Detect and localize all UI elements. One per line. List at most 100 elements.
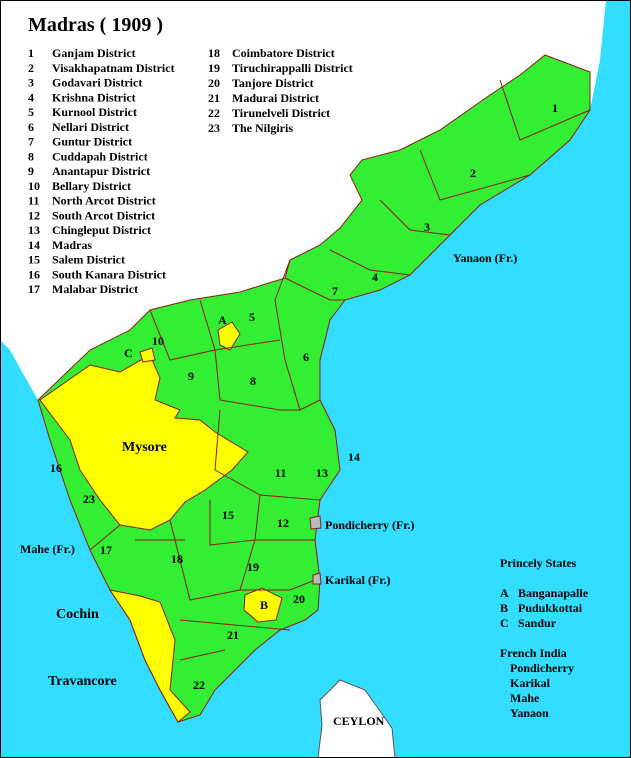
legend-number: 21 — [208, 91, 220, 105]
legend-name: Madurai District — [232, 91, 319, 105]
princely-key: A — [500, 586, 509, 600]
map-label: 8 — [250, 374, 256, 388]
princely-key: B — [500, 601, 508, 615]
map-label: 22 — [193, 678, 205, 692]
legend-number: 16 — [28, 267, 40, 281]
legend-name: The Nilgiris — [232, 121, 293, 135]
legend-name: Ganjam District — [52, 46, 136, 60]
legend-name: Godavari District — [52, 76, 142, 90]
princely-name: Sandur — [518, 616, 557, 630]
place-label: Yanaon (Fr.) — [453, 251, 517, 265]
map-label: 15 — [222, 508, 234, 522]
map-label: 6 — [303, 350, 309, 364]
legend-number: 17 — [28, 282, 40, 296]
legend-name: Coimbatore District — [232, 46, 335, 60]
legend-number: 13 — [28, 223, 40, 237]
legend-number: 22 — [208, 106, 220, 120]
map-label: 10 — [152, 334, 164, 348]
legend-number: 2 — [28, 61, 34, 75]
french-title: French India — [500, 646, 567, 660]
map-label: 12 — [277, 516, 289, 530]
legend-name: Madras — [52, 238, 92, 252]
legend-number: 11 — [28, 194, 39, 208]
princely-key: C — [500, 616, 509, 630]
map-label: 18 — [171, 552, 183, 566]
legend-name: Nellari District — [52, 120, 129, 134]
legend-name: Visakhapatnam District — [52, 61, 175, 75]
legend-number: 7 — [28, 135, 34, 149]
legend-number: 9 — [28, 164, 34, 178]
legend-name: Malabar District — [52, 282, 138, 296]
map-label: B — [260, 598, 268, 612]
mysore-state — [39, 354, 249, 531]
legend-number: 18 — [208, 46, 220, 60]
legend-number: 5 — [28, 105, 34, 119]
french-item: Yanaon — [510, 706, 549, 720]
map-label: C — [124, 346, 133, 360]
french-item: Pondicherry — [510, 661, 574, 675]
map-label: 2 — [470, 166, 476, 180]
map-label: 11 — [275, 466, 286, 480]
banganapalle — [217, 321, 241, 351]
legend-name: Bellary District — [52, 179, 131, 193]
legend-name: Guntur District — [52, 135, 132, 149]
map-label: 9 — [188, 369, 194, 383]
pondicherry — [309, 515, 322, 530]
legend-name: Anantapur District — [52, 164, 150, 178]
sandur — [139, 347, 156, 363]
map-label: 17 — [100, 543, 112, 557]
legend-name: Cuddapah District — [52, 149, 148, 163]
legend-number: 4 — [28, 90, 34, 104]
legend-number: 20 — [208, 76, 220, 90]
place-label: Cochin — [56, 607, 99, 622]
map-label: 20 — [293, 592, 305, 606]
legend-name: Chingleput District — [52, 223, 151, 237]
legend-name: Krishna District — [52, 90, 136, 104]
pudukkottai — [243, 587, 283, 623]
legend-number: 12 — [28, 208, 40, 222]
map-label: 3 — [424, 220, 430, 234]
travancore-cochin — [108, 589, 191, 723]
legend-number: 19 — [208, 61, 220, 75]
place-label: Mysore — [122, 440, 167, 455]
map-label: 1 — [552, 101, 558, 115]
map-label: 14 — [348, 450, 360, 464]
place-label: Mahe (Fr.) — [20, 542, 75, 556]
map-label: 23 — [83, 492, 95, 506]
map-label: 13 — [316, 466, 328, 480]
ceylon — [317, 679, 396, 758]
map-label: 19 — [247, 560, 259, 574]
map-label: 5 — [249, 310, 255, 324]
legend-number: 6 — [28, 120, 34, 134]
legend-number: 15 — [28, 253, 40, 267]
legend-name: Kurnool District — [52, 105, 137, 119]
princely-title: Princely States — [500, 556, 577, 570]
legend-number: 3 — [28, 76, 34, 90]
place-label: Travancore — [48, 674, 117, 689]
french-item: Karikal — [510, 676, 551, 690]
map-label: 4 — [372, 270, 378, 284]
princely-name: Pudukkottai — [518, 601, 583, 615]
legend-name: Tirunelveli District — [232, 106, 330, 120]
madras-presidency — [37, 54, 591, 723]
map-label: 16 — [50, 461, 62, 475]
map-label: A — [218, 313, 227, 327]
legend-number: 23 — [208, 121, 220, 135]
legend-number: 14 — [28, 238, 40, 252]
district-borders — [89, 79, 591, 661]
legend-name: North Arcot District — [52, 194, 156, 208]
map-label: 21 — [227, 628, 239, 642]
legend-name: South Arcot District — [52, 208, 155, 222]
place-label: Karikal (Fr.) — [325, 573, 391, 587]
map-title: Madras ( 1909 ) — [28, 14, 163, 36]
map-label: 7 — [332, 284, 338, 298]
legend-number: 8 — [28, 149, 34, 163]
legend-number: 1 — [28, 46, 34, 60]
princely-name: Banganapalle — [518, 586, 589, 600]
legend-number: 10 — [28, 179, 40, 193]
legend-name: Salem District — [52, 253, 125, 267]
place-label: CEYLON — [333, 714, 385, 728]
karikal — [312, 572, 322, 585]
place-label: Pondicherry (Fr.) — [325, 518, 415, 532]
